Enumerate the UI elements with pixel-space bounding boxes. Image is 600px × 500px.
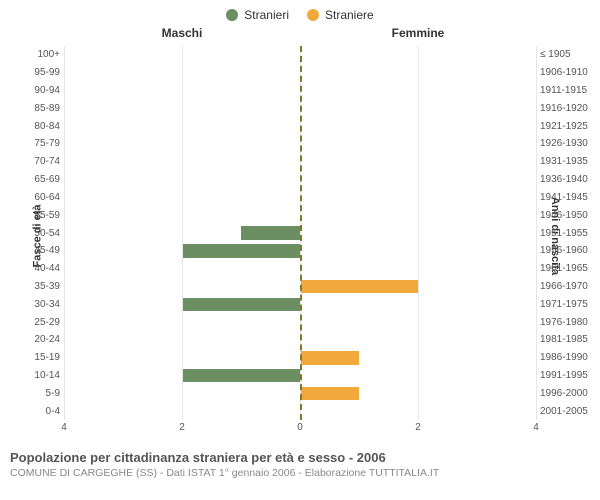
age-label: 95-99 — [20, 67, 60, 78]
birth-year-label: 1966-1970 — [540, 281, 596, 292]
birth-year-label: 1936-1940 — [540, 174, 596, 185]
age-label: 65-69 — [20, 174, 60, 185]
age-label: 40-44 — [20, 263, 60, 274]
x-tick: 2 — [179, 422, 185, 433]
birth-year-label: 1996-2000 — [540, 388, 596, 399]
legend-item-male: Stranieri — [226, 8, 289, 22]
age-label: 85-89 — [20, 103, 60, 114]
chart-title: Popolazione per cittadinanza straniera p… — [10, 450, 590, 465]
age-label: 100+ — [20, 49, 60, 60]
legend-label-female: Straniere — [325, 8, 374, 22]
birth-year-label: 1976-1980 — [540, 317, 596, 328]
bar-male — [182, 369, 300, 383]
birth-year-label: 1951-1955 — [540, 228, 596, 239]
birth-year-label: 1981-1985 — [540, 334, 596, 345]
age-label: 55-59 — [20, 210, 60, 221]
x-axis-ticks: 4 2 0 2 4 — [64, 422, 536, 436]
age-label: 25-29 — [20, 317, 60, 328]
birth-year-label: 1906-1910 — [540, 67, 596, 78]
legend: Stranieri Straniere — [0, 0, 600, 26]
age-label: 80-84 — [20, 121, 60, 132]
age-label: 20-24 — [20, 334, 60, 345]
bar-female — [300, 351, 359, 365]
birth-year-label: 1921-1925 — [540, 121, 596, 132]
legend-label-male: Stranieri — [244, 8, 289, 22]
birth-year-label: 2001-2005 — [540, 406, 596, 417]
age-label: 60-64 — [20, 192, 60, 203]
birth-year-label: 1931-1935 — [540, 156, 596, 167]
birth-year-label: 1946-1950 — [540, 210, 596, 221]
x-tick: 2 — [415, 422, 421, 433]
birth-year-label: 1941-1945 — [540, 192, 596, 203]
age-label: 15-19 — [20, 352, 60, 363]
birth-year-label: ≤ 1905 — [540, 49, 596, 60]
age-label: 5-9 — [20, 388, 60, 399]
legend-swatch-female — [307, 9, 319, 21]
bar-male — [182, 298, 300, 312]
birth-year-label: 1991-1995 — [540, 370, 596, 381]
age-label: 50-54 — [20, 228, 60, 239]
bar-female — [300, 387, 359, 401]
age-label: 45-49 — [20, 245, 60, 256]
bar-male — [182, 244, 300, 258]
center-axis — [300, 46, 302, 420]
birth-year-label: 1971-1975 — [540, 299, 596, 310]
x-tick: 4 — [533, 422, 539, 433]
birth-year-label: 1916-1920 — [540, 103, 596, 114]
pyramid-chart: Maschi Femmine Fasce di età Anni di nasc… — [0, 26, 600, 446]
age-label: 35-39 — [20, 281, 60, 292]
age-label: 0-4 — [20, 406, 60, 417]
chart-footer: Popolazione per cittadinanza straniera p… — [0, 446, 600, 479]
panel-titles: Maschi Femmine — [64, 26, 536, 40]
bar-male — [241, 226, 300, 240]
age-label: 10-14 — [20, 370, 60, 381]
legend-swatch-male — [226, 9, 238, 21]
age-label: 70-74 — [20, 156, 60, 167]
gridline — [418, 46, 419, 420]
birth-year-label: 1911-1915 — [540, 85, 596, 96]
panel-title-female: Femmine — [300, 26, 536, 40]
bar-female — [300, 280, 418, 294]
chart-subtitle: COMUNE DI CARGEGHE (SS) - Dati ISTAT 1° … — [10, 467, 590, 479]
age-label: 75-79 — [20, 138, 60, 149]
x-tick: 0 — [297, 422, 303, 433]
x-tick: 4 — [61, 422, 67, 433]
legend-item-female: Straniere — [307, 8, 374, 22]
gridline — [64, 46, 65, 420]
birth-year-label: 1961-1965 — [540, 263, 596, 274]
birth-year-label: 1926-1930 — [540, 138, 596, 149]
plot-area: 100+≤ 190595-991906-191090-941911-191585… — [64, 46, 536, 420]
panel-title-male: Maschi — [64, 26, 300, 40]
birth-year-label: 1956-1960 — [540, 245, 596, 256]
age-label: 90-94 — [20, 85, 60, 96]
birth-year-label: 1986-1990 — [540, 352, 596, 363]
gridline — [536, 46, 537, 420]
age-label: 30-34 — [20, 299, 60, 310]
gridline — [182, 46, 183, 420]
